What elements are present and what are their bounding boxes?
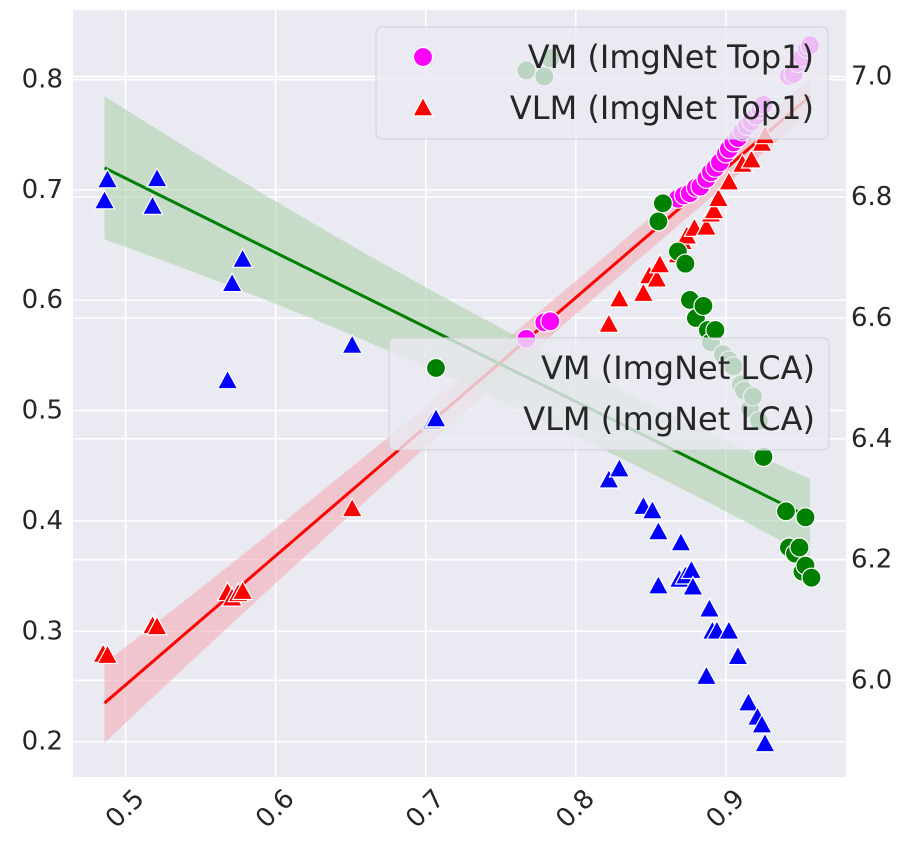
data-point — [540, 311, 561, 332]
data-point — [789, 537, 810, 558]
legend-marker — [412, 46, 434, 68]
y-right-tick-label: 6.2 — [851, 545, 892, 575]
legend-label: VLM (ImgNet LCA) — [523, 400, 815, 438]
y-axis-left-ticks: 0.2 0.3 0.4 0.5 0.6 0.7 0.8 — [22, 65, 63, 757]
data-point — [641, 499, 664, 520]
y-left-tick-label: 0.6 — [22, 285, 63, 315]
data-point — [648, 253, 671, 274]
y-left-tick-label: 0.3 — [22, 616, 63, 646]
data-point — [645, 267, 668, 288]
data-point — [648, 211, 669, 232]
data-point — [750, 713, 773, 734]
data-point — [707, 186, 730, 208]
data-point — [141, 194, 164, 215]
data-point — [96, 168, 119, 189]
data-point — [231, 247, 254, 268]
data-point — [753, 732, 776, 753]
data-point — [717, 170, 740, 191]
data-point — [96, 643, 119, 665]
data-point — [341, 333, 364, 354]
data-point — [608, 287, 631, 308]
legends: VM (ImgNet Top1) VLM (ImgNet Top1) VM (Img… — [375, 26, 830, 451]
data-point — [675, 253, 696, 274]
data-point — [775, 501, 797, 522]
data-point — [695, 215, 718, 236]
legend-box — [388, 337, 830, 451]
data-point — [705, 319, 726, 341]
y-right-tick-label: 6.6 — [851, 303, 892, 333]
data-point — [740, 148, 763, 169]
y-right-tick-label: 6.4 — [851, 424, 892, 454]
data-point — [146, 615, 169, 636]
data-point — [647, 520, 670, 541]
y-right-tick-label: 7.0 — [851, 61, 892, 91]
legend-label: VLM (ImgNet Top1) — [510, 89, 814, 127]
data-point — [597, 468, 620, 489]
data-point — [216, 369, 239, 390]
data-point — [693, 295, 714, 317]
data-point — [341, 497, 364, 518]
y-left-tick-label: 0.7 — [22, 175, 63, 205]
data-point — [146, 167, 169, 188]
y-right-tick-label: 6.0 — [851, 665, 892, 695]
legend-label: VM (ImgNet Top1) — [528, 38, 814, 76]
y-axis-right-ticks: 6.0 6.2 6.4 6.6 6.8 7.0 — [851, 61, 892, 695]
data-point — [608, 457, 631, 478]
data-point — [681, 575, 704, 596]
data-point — [695, 664, 718, 686]
data-point — [652, 193, 673, 214]
data-point — [726, 644, 749, 666]
legend-marker — [412, 96, 434, 117]
data-point — [647, 574, 670, 595]
data-point — [698, 597, 721, 618]
data-point — [632, 281, 655, 303]
y-right-tick-label: 6.8 — [851, 182, 892, 212]
data-point — [717, 619, 740, 640]
legend-box — [375, 26, 829, 140]
data-point — [221, 271, 244, 293]
data-point — [669, 531, 692, 552]
y-left-tick-label: 0.2 — [22, 727, 63, 757]
data-point — [93, 189, 116, 210]
y-left-tick-label: 0.5 — [22, 396, 63, 426]
data-point — [737, 691, 760, 712]
data-point — [597, 312, 620, 334]
data-point — [702, 199, 725, 220]
y-left-tick-label: 0.4 — [22, 506, 63, 536]
legend-marker — [425, 357, 447, 379]
legend-marker — [425, 407, 447, 428]
data-point — [795, 507, 816, 528]
data-point — [231, 579, 254, 601]
legend-label: VM (ImgNet LCA) — [541, 349, 815, 387]
y-left-tick-label: 0.8 — [22, 65, 63, 95]
data-point — [801, 567, 822, 588]
